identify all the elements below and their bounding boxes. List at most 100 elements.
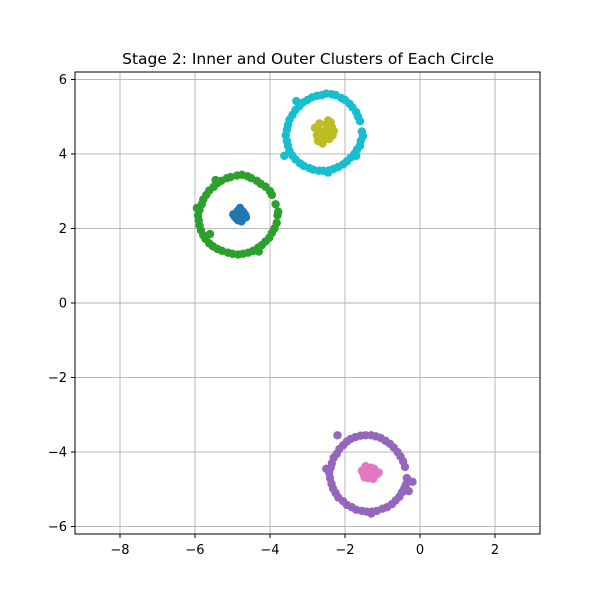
data-point bbox=[223, 248, 233, 257]
data-point bbox=[202, 190, 211, 200]
data-point bbox=[338, 441, 348, 450]
data-point bbox=[328, 131, 337, 140]
data-point bbox=[398, 457, 408, 466]
y-tick-label: −6 bbox=[48, 520, 67, 535]
series-5-inner-cluster bbox=[357, 461, 383, 484]
data-point bbox=[357, 506, 367, 516]
data-point bbox=[283, 141, 293, 150]
series-2-inner-cluster bbox=[310, 116, 338, 148]
y-tick-label: 2 bbox=[59, 222, 67, 237]
data-point bbox=[239, 209, 249, 218]
data-point bbox=[271, 200, 280, 209]
data-point bbox=[272, 218, 281, 228]
y-tick-label: 4 bbox=[59, 147, 67, 162]
x-tick-label: −4 bbox=[260, 543, 279, 558]
data-point bbox=[404, 486, 413, 496]
data-point bbox=[288, 151, 297, 161]
data-point bbox=[211, 175, 220, 185]
x-tick-label: −2 bbox=[335, 543, 354, 558]
data-point bbox=[395, 492, 404, 501]
data-point bbox=[322, 89, 331, 98]
data-point bbox=[274, 207, 283, 216]
x-tick-label: −6 bbox=[185, 543, 204, 558]
data-point bbox=[338, 497, 348, 506]
data-point bbox=[193, 211, 203, 220]
data-point bbox=[353, 112, 363, 121]
data-point bbox=[323, 168, 333, 177]
data-point bbox=[342, 157, 352, 166]
data-point bbox=[385, 439, 395, 449]
data-point bbox=[213, 244, 222, 254]
data-point bbox=[322, 464, 331, 473]
data-points bbox=[192, 89, 417, 518]
data-point bbox=[313, 136, 323, 146]
data-point bbox=[340, 95, 350, 105]
data-point bbox=[265, 187, 275, 196]
data-point bbox=[314, 166, 323, 175]
data-point bbox=[378, 504, 387, 513]
data-point bbox=[327, 479, 336, 488]
x-tick-label: 2 bbox=[491, 543, 499, 558]
data-point bbox=[326, 118, 335, 127]
data-point bbox=[408, 477, 417, 487]
data-point bbox=[333, 431, 342, 440]
data-point bbox=[355, 141, 365, 150]
data-point bbox=[233, 250, 243, 259]
data-point bbox=[315, 119, 324, 128]
data-point bbox=[347, 502, 356, 512]
data-point bbox=[331, 488, 340, 498]
data-point bbox=[254, 247, 263, 256]
data-point bbox=[244, 248, 253, 257]
y-tick-label: −4 bbox=[48, 446, 67, 461]
data-point bbox=[327, 459, 337, 468]
y-tick-label: 0 bbox=[59, 297, 67, 312]
y-tick-label: −2 bbox=[48, 371, 67, 386]
data-point bbox=[199, 230, 208, 240]
series-4-outer-cluster bbox=[322, 431, 417, 518]
data-point bbox=[348, 103, 357, 112]
data-point bbox=[367, 431, 376, 440]
data-point bbox=[358, 131, 368, 141]
data-point bbox=[292, 96, 301, 106]
data-point bbox=[237, 170, 247, 180]
data-point bbox=[247, 173, 256, 183]
data-point bbox=[367, 509, 376, 518]
data-point bbox=[195, 221, 204, 230]
series-3-outer-cluster bbox=[280, 89, 368, 177]
axis-ticks: −8 −6 −4 −2 0 2 −6 −4 −2 0 2 4 6 bbox=[48, 73, 499, 558]
data-point bbox=[280, 151, 289, 161]
grid-lines bbox=[75, 72, 540, 534]
data-point bbox=[281, 131, 290, 140]
series-0-inner-cluster bbox=[229, 203, 251, 226]
data-point bbox=[331, 90, 340, 100]
data-point bbox=[352, 151, 361, 161]
data-point bbox=[374, 468, 383, 477]
data-point bbox=[332, 449, 341, 459]
data-point bbox=[267, 228, 277, 238]
data-point bbox=[346, 434, 355, 444]
data-point bbox=[229, 210, 238, 219]
data-point bbox=[288, 110, 297, 120]
data-point bbox=[387, 499, 397, 509]
data-point bbox=[393, 447, 402, 457]
data-point bbox=[209, 182, 218, 191]
x-tick-label: 0 bbox=[416, 543, 424, 558]
data-point bbox=[261, 237, 270, 246]
data-point bbox=[305, 163, 314, 173]
data-point bbox=[205, 239, 214, 248]
data-point bbox=[295, 159, 305, 168]
data-point bbox=[226, 172, 235, 182]
data-point bbox=[192, 203, 202, 213]
data-point bbox=[256, 179, 265, 188]
data-point bbox=[360, 473, 369, 482]
data-point bbox=[356, 431, 365, 440]
x-tick-label: −8 bbox=[110, 543, 129, 558]
data-point bbox=[376, 433, 385, 443]
data-point bbox=[312, 91, 322, 101]
y-tick-label: 6 bbox=[59, 73, 67, 88]
data-point bbox=[303, 95, 312, 105]
series-1-outer-cluster bbox=[192, 170, 283, 259]
data-point bbox=[205, 229, 215, 239]
